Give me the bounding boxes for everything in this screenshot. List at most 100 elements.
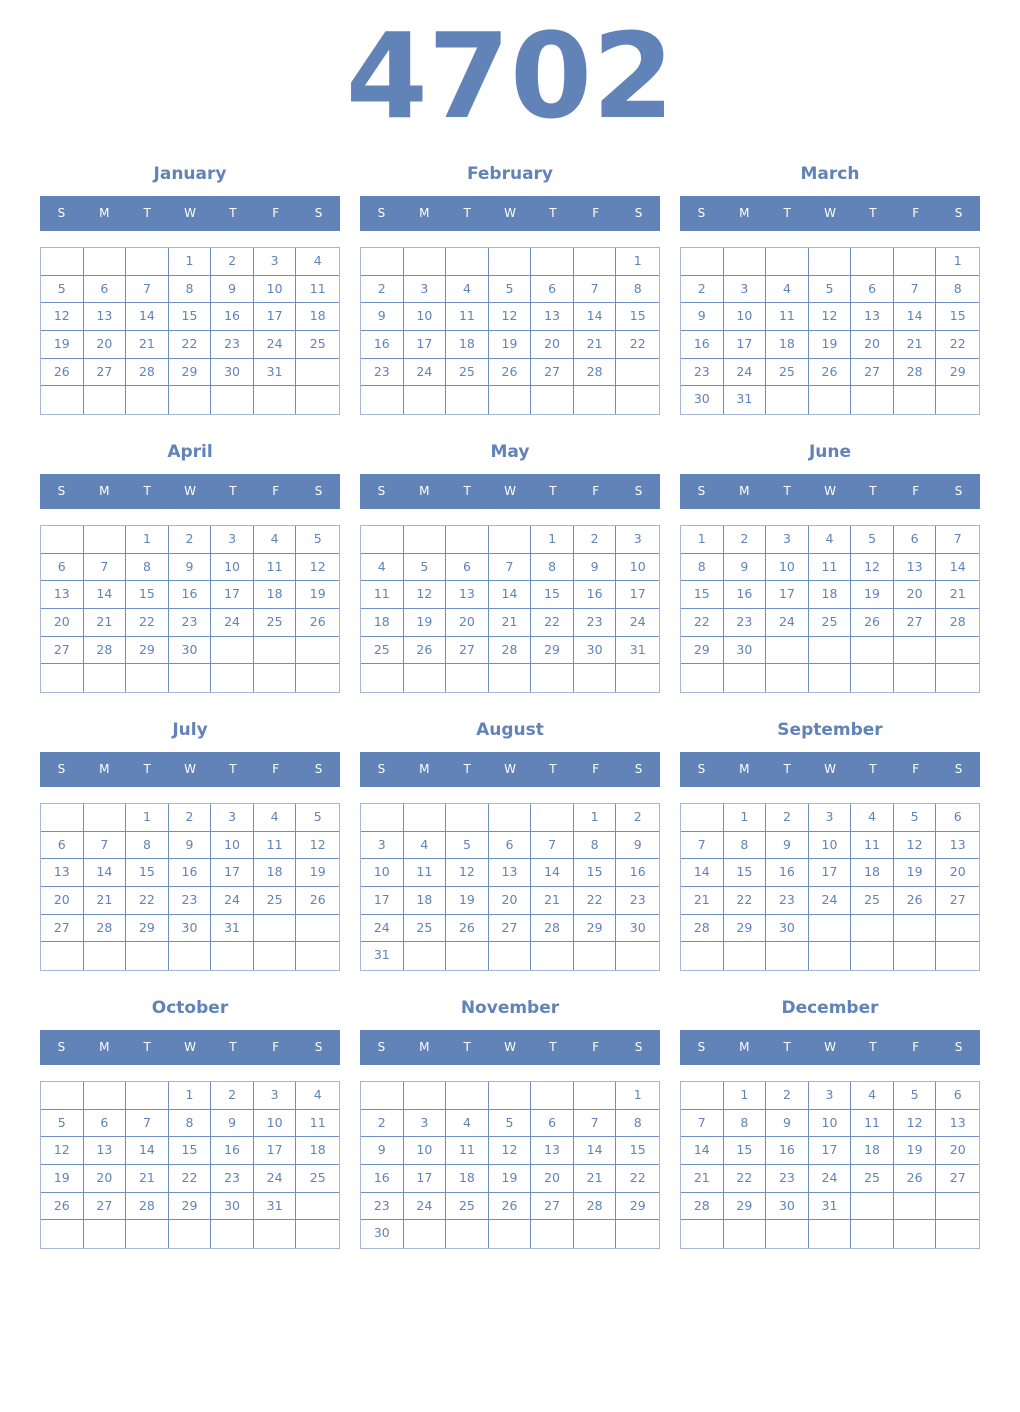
day-cell: 1 xyxy=(573,804,617,832)
empty-day-cell xyxy=(723,248,767,276)
weekday-label: M xyxy=(739,484,750,498)
empty-day-cell xyxy=(766,386,809,414)
empty-day-cell xyxy=(126,1220,169,1248)
day-cell: 23 xyxy=(766,886,809,915)
weekday-label: S xyxy=(697,484,706,498)
day-cell: 30 xyxy=(766,1192,809,1221)
month-title: December xyxy=(781,998,879,1018)
empty-day-cell xyxy=(936,1193,979,1221)
day-cell: 31 xyxy=(808,1192,852,1221)
day-cell: 14 xyxy=(488,581,532,609)
day-cell: 22 xyxy=(681,608,724,637)
day-cell: 14 xyxy=(83,581,127,609)
weekday-label: T xyxy=(463,1040,471,1054)
day-cell: 28 xyxy=(488,636,532,665)
day-cell: 22 xyxy=(168,1164,212,1193)
day-cell: 4 xyxy=(296,1082,339,1110)
empty-day-cell xyxy=(531,804,574,832)
day-cell: 12 xyxy=(403,581,447,609)
weekday-label: S xyxy=(314,206,323,220)
day-cell: 1 xyxy=(168,248,212,276)
day-cell: 21 xyxy=(531,886,574,915)
day-cell: 20 xyxy=(936,859,979,887)
weekday-label: S xyxy=(697,206,706,220)
day-cell: 22 xyxy=(168,330,212,359)
day-cell: 25 xyxy=(766,358,809,387)
day-cell: 27 xyxy=(531,1192,574,1221)
day-cell: 27 xyxy=(936,887,979,915)
day-cell: 31 xyxy=(361,942,404,970)
empty-day-cell xyxy=(169,1220,212,1248)
day-cell: 11 xyxy=(808,553,852,582)
empty-day-cell xyxy=(41,1220,84,1248)
weekday-label: T xyxy=(549,762,557,776)
empty-day-cell xyxy=(296,386,339,414)
day-cell: 6 xyxy=(531,1109,574,1138)
weekday-label: T xyxy=(869,206,877,220)
day-cell: 17 xyxy=(361,886,404,915)
day-cell: 9 xyxy=(211,275,254,304)
day-cell: 16 xyxy=(361,330,404,359)
day-cell: 2 xyxy=(211,1082,254,1110)
day-cell: 17 xyxy=(211,581,254,609)
day-cell: 2 xyxy=(361,275,404,304)
empty-day-cell xyxy=(766,636,809,665)
day-cell: 1 xyxy=(126,526,169,554)
empty-day-cell xyxy=(296,915,339,943)
empty-day-cell xyxy=(809,386,852,414)
day-cell: 5 xyxy=(41,275,84,304)
weekday-label: M xyxy=(739,762,750,776)
empty-day-cell xyxy=(616,1220,659,1248)
day-cell: 17 xyxy=(211,859,254,887)
weekday-label: F xyxy=(272,762,280,776)
day-cell: 20 xyxy=(83,330,127,359)
empty-day-cell xyxy=(851,664,894,692)
empty-day-cell xyxy=(894,664,937,692)
day-cell: 27 xyxy=(83,1192,127,1221)
day-cell: 27 xyxy=(83,358,127,387)
weekday-label: T xyxy=(143,762,151,776)
weekday-label: F xyxy=(912,484,920,498)
weekday-label: S xyxy=(314,762,323,776)
day-cell: 1 xyxy=(681,526,724,554)
weekday-label: S xyxy=(377,206,386,220)
day-cell: 3 xyxy=(253,1082,297,1110)
empty-day-cell xyxy=(254,942,297,970)
empty-day-cell xyxy=(296,637,339,665)
empty-day-cell xyxy=(361,1082,404,1110)
day-cell: 4 xyxy=(403,831,447,860)
day-cell: 20 xyxy=(41,886,84,915)
day-cell: 14 xyxy=(126,303,169,331)
day-cell: 1 xyxy=(168,1082,212,1110)
day-cell: 7 xyxy=(83,553,127,582)
day-cell: 27 xyxy=(488,914,532,943)
empty-day-cell xyxy=(809,1220,852,1248)
empty-day-cell xyxy=(488,804,532,832)
empty-day-cell xyxy=(211,1220,254,1248)
day-cell: 28 xyxy=(83,914,127,943)
day-cell: 6 xyxy=(893,526,937,554)
day-cell: 6 xyxy=(446,553,489,582)
empty-day-cell xyxy=(851,1220,894,1248)
day-cell: 24 xyxy=(403,358,447,387)
day-grid: 1 2 3 4 5 6 7 8 9 10 11 12 13 14 15 16 17 18 19 20 21 22 23 24 2… xyxy=(40,525,340,693)
empty-day-cell xyxy=(573,248,617,276)
day-cell: 3 xyxy=(211,526,254,554)
day-cell: 14 xyxy=(531,859,574,887)
day-cell: 8 xyxy=(126,553,169,582)
empty-day-cell xyxy=(83,526,127,554)
day-cell: 16 xyxy=(616,859,659,887)
day-cell: 18 xyxy=(851,859,894,887)
day-cell: 2 xyxy=(616,804,659,832)
day-cell: 18 xyxy=(446,330,489,359)
empty-day-cell xyxy=(296,1193,339,1221)
day-cell: 17 xyxy=(808,859,852,887)
empty-day-cell xyxy=(724,664,767,692)
empty-day-cell xyxy=(809,664,852,692)
weekday-label: S xyxy=(634,484,643,498)
day-cell: 30 xyxy=(211,1192,254,1221)
weekday-label: F xyxy=(592,762,600,776)
day-cell: 13 xyxy=(851,303,894,331)
day-cell: 12 xyxy=(296,832,339,860)
